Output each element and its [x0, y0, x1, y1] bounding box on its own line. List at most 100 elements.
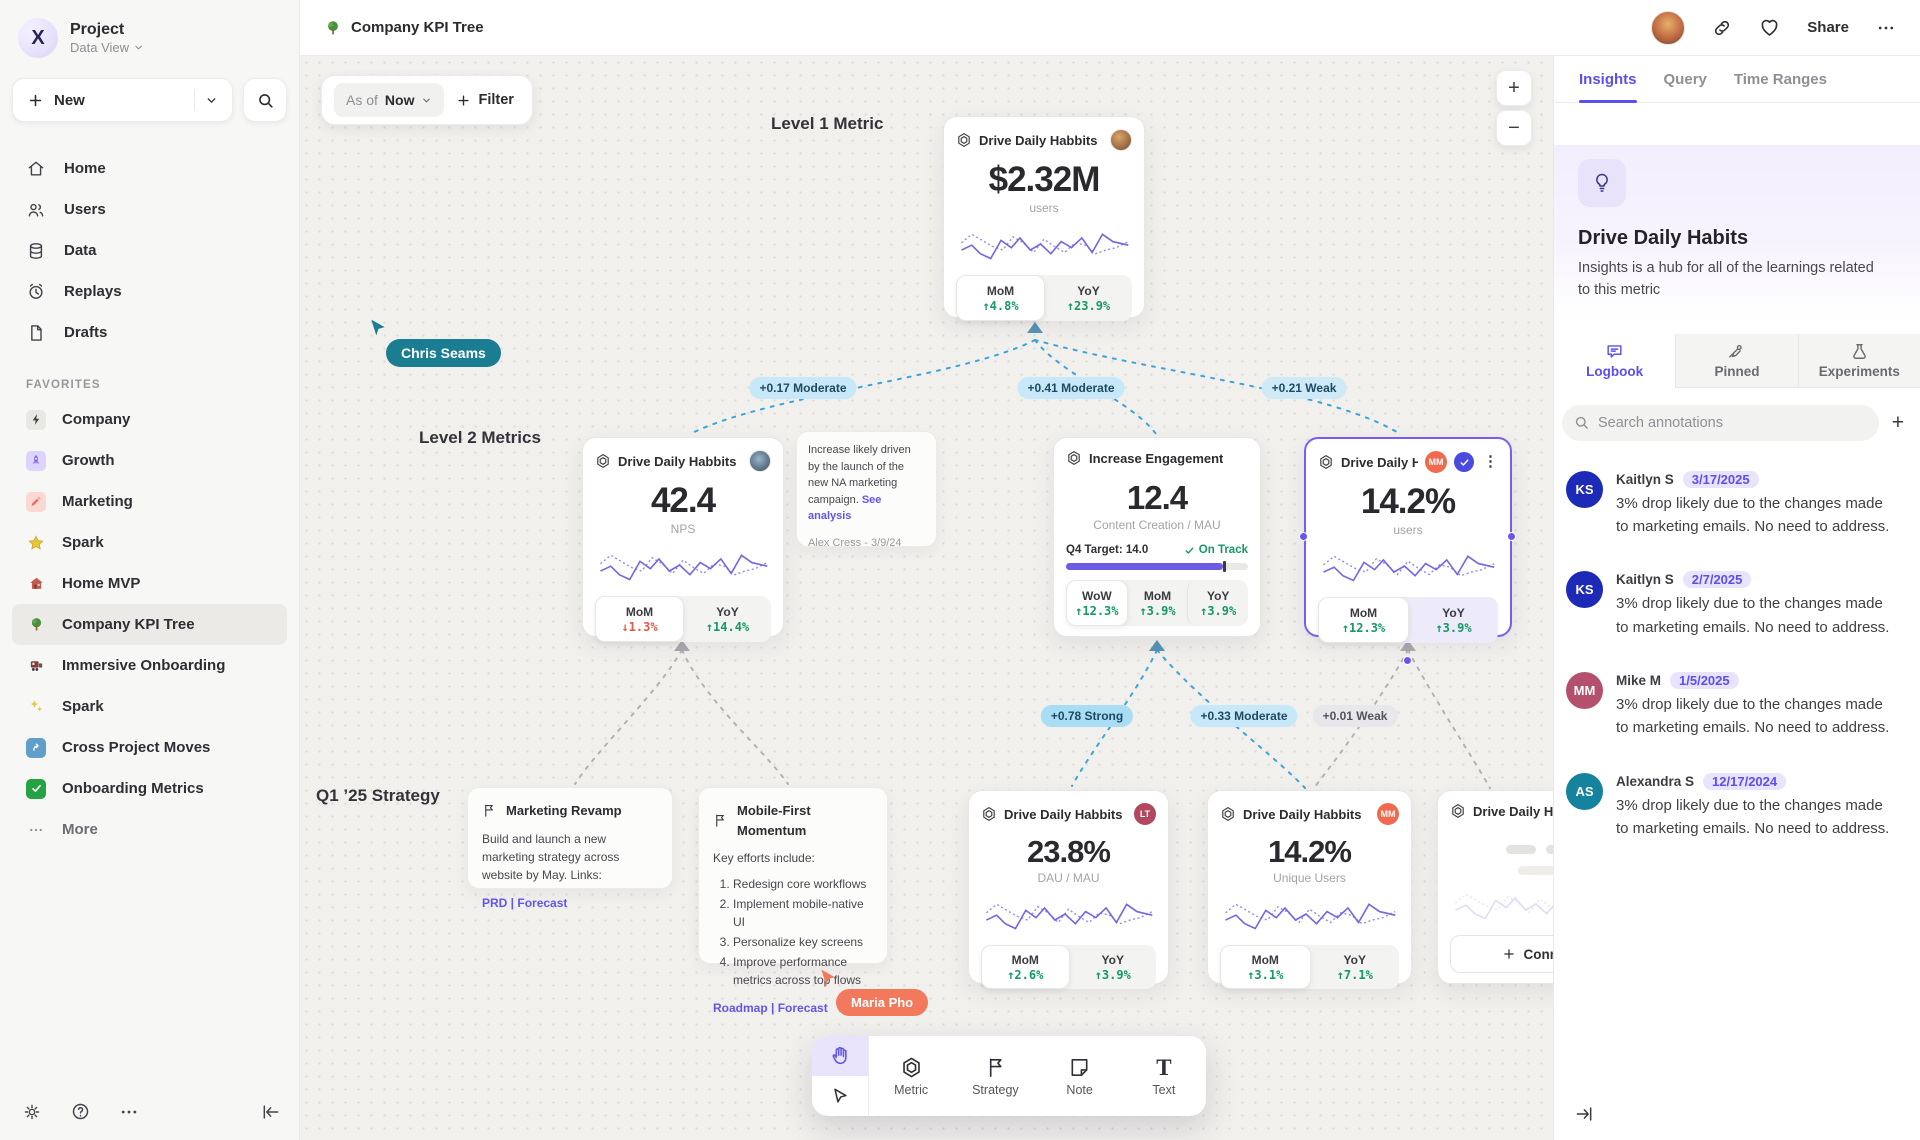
- collaborator-badge: MM: [1377, 803, 1399, 825]
- share-button[interactable]: Share: [1807, 19, 1849, 36]
- owner-avatar[interactable]: [1110, 129, 1132, 151]
- project-view-selector[interactable]: Data View: [70, 40, 144, 55]
- ellipsis-icon: [26, 820, 46, 840]
- stat-mom[interactable]: MoM ↑2.6%: [981, 945, 1070, 989]
- connect-button[interactable]: Connect: [1450, 935, 1553, 973]
- annotation-item[interactable]: KS Kaitlyn S 3/17/2025 3% drop likely du…: [1566, 470, 1902, 539]
- note-tool[interactable]: Note: [1038, 1036, 1122, 1116]
- project-switcher[interactable]: X Project Data View: [12, 16, 287, 60]
- sidebar-item-data[interactable]: Data: [12, 230, 287, 271]
- search-button[interactable]: [243, 78, 287, 122]
- tab-time-ranges[interactable]: Time Ranges: [1733, 70, 1827, 88]
- sidebar-item-growth[interactable]: Growth: [12, 440, 287, 481]
- stat-mom[interactable]: MoM ↑3.9%: [1139, 588, 1176, 618]
- strategy-card-mobile-first-momentum[interactable]: Mobile-First Momentum Key efforts includ…: [698, 787, 888, 1015]
- sidebar-item-company-kpi-tree[interactable]: Company KPI Tree: [12, 604, 287, 645]
- stat-yoy[interactable]: YoY ↑23.9%: [1066, 283, 1111, 313]
- sidebar-item-spark-2[interactable]: Spark: [12, 686, 287, 727]
- sidebar-item-home[interactable]: Home: [12, 148, 287, 189]
- strategy-tool[interactable]: Strategy: [953, 1036, 1037, 1116]
- help-icon[interactable]: [70, 1101, 91, 1122]
- stat-yoy[interactable]: YoY ↑3.9%: [1094, 952, 1131, 982]
- chevron-down-icon[interactable]: [205, 94, 218, 107]
- copy-link-icon[interactable]: [1712, 18, 1732, 38]
- metric-card-drive-daily-habits-l1[interactable]: Drive Daily Habbits $2.32M users MoM ↑4.…: [943, 116, 1145, 321]
- tab-pinned[interactable]: Pinned: [1675, 333, 1798, 388]
- stat-mom[interactable]: MoM ↑12.3%: [1318, 597, 1409, 643]
- favorite-heart-icon[interactable]: [1759, 17, 1780, 38]
- stat-yoy[interactable]: YoY ↑3.9%: [1435, 605, 1472, 635]
- tab-experiments[interactable]: Experiments: [1797, 333, 1920, 388]
- new-button[interactable]: New: [12, 78, 233, 122]
- stat-mom[interactable]: MoM ↑3.1%: [1220, 945, 1311, 989]
- stat-yoy[interactable]: YoY ↑3.9%: [1187, 580, 1248, 626]
- sidebar-item-users[interactable]: Users: [12, 189, 287, 230]
- search-annotations-input[interactable]: [1562, 404, 1879, 441]
- marketing-icon: [26, 491, 46, 512]
- replay-clock-icon: [29, 283, 43, 299]
- annotation-search[interactable]: [1562, 404, 1879, 441]
- hand-tool[interactable]: [812, 1036, 868, 1076]
- metric-card-unconnected[interactable]: Drive Daily Habbits Connect: [1437, 790, 1553, 984]
- tab-query[interactable]: Query: [1663, 70, 1707, 88]
- tab-insights[interactable]: Insights: [1579, 56, 1637, 103]
- more-options-icon[interactable]: [119, 1102, 139, 1122]
- filter-button[interactable]: Filter: [456, 92, 519, 108]
- stat-mom[interactable]: MoM ↓1.3%: [595, 596, 684, 642]
- avatar: AS: [1566, 772, 1603, 810]
- zoom-out-button[interactable]: −: [1496, 110, 1532, 146]
- annotation-item[interactable]: MM Mike M 1/5/2025 3% drop likely due to…: [1566, 672, 1902, 740]
- metric-card-unique-users[interactable]: Drive Daily Habbits MM 14.2% Unique User…: [1207, 790, 1412, 989]
- stat-wow[interactable]: WoW ↑12.3%: [1066, 580, 1128, 626]
- metric-card-drive-daily-habits-selected[interactable]: Drive Daily Habb.. MM ⋮ 14.2% users MoM …: [1304, 437, 1512, 643]
- sidebar-item-replays[interactable]: Replays: [12, 271, 287, 312]
- sidebar-item-marketing[interactable]: Marketing: [12, 481, 287, 522]
- add-annotation-button[interactable]: +: [1891, 411, 1904, 434]
- sidebar-item-drafts[interactable]: Drafts: [12, 312, 287, 353]
- stat-mom[interactable]: MoM ↑4.8%: [956, 275, 1045, 321]
- sidebar-item-more[interactable]: More: [12, 809, 287, 850]
- kpi-tree-canvas[interactable]: As of Now Filter + − Level 1 Metric Leve…: [300, 56, 1553, 1140]
- user-avatar[interactable]: [1651, 10, 1686, 45]
- metric-tool[interactable]: Metric: [869, 1036, 953, 1116]
- tab-logbook[interactable]: Logbook: [1554, 333, 1676, 388]
- insights-description: Insights is a hub for all of the learnin…: [1578, 260, 1874, 298]
- strategy-links[interactable]: Roadmap | Forecast: [713, 1001, 828, 1015]
- strategy-links[interactable]: PRD | Forecast: [482, 895, 568, 910]
- card-menu-icon[interactable]: ⋮: [1483, 453, 1498, 470]
- sidebar-item-company[interactable]: Company: [12, 399, 287, 440]
- text-tool[interactable]: T Text: [1152, 1054, 1176, 1097]
- sidebar-item-immersive-onboarding[interactable]: Immersive Onboarding: [12, 645, 287, 686]
- sidebar-item-cross-project-moves[interactable]: Cross Project Moves: [12, 727, 287, 768]
- as-of-selector[interactable]: As of Now: [334, 83, 445, 117]
- sparkline-chart: [1452, 881, 1553, 927]
- zoom-in-button[interactable]: +: [1496, 70, 1532, 106]
- sidebar-item-home-mvp[interactable]: Home MVP: [12, 563, 287, 604]
- collapse-sidebar-icon[interactable]: [261, 1102, 281, 1122]
- annotation-item[interactable]: AS Alexandra S 12/17/2024 3% drop likely…: [1566, 772, 1902, 841]
- select-tool[interactable]: [812, 1076, 868, 1116]
- owner-avatar[interactable]: [749, 450, 771, 472]
- strategy-card-marketing-revamp[interactable]: Marketing Revamp Build and launch a new …: [467, 787, 673, 910]
- stat-yoy[interactable]: YoY ↑7.1%: [1336, 952, 1373, 982]
- sidebar-item-spark[interactable]: Spark: [12, 522, 287, 563]
- settings-gear-icon[interactable]: [22, 1102, 42, 1122]
- annotation-item[interactable]: KS Kaitlyn S 2/7/2025 3% drop likely due…: [1566, 571, 1902, 639]
- metric-target-icon: [958, 133, 970, 147]
- selection-handle[interactable]: [1507, 532, 1516, 541]
- curved-arrow-icon: [26, 737, 46, 758]
- overflow-menu-icon[interactable]: [1876, 18, 1896, 38]
- insights-metric-title: Drive Daily Habits: [1578, 227, 1749, 249]
- metric-card-increase-engagement[interactable]: Increase Engagement 12.4 Content Creatio…: [1053, 437, 1261, 637]
- stat-yoy[interactable]: YoY ↑14.4%: [705, 604, 750, 634]
- metric-card-drive-daily-habits-nps[interactable]: Drive Daily Habbits 42.4 NPS MoM ↓1.3% Y…: [582, 437, 784, 642]
- collapse-panel-icon[interactable]: [1574, 1104, 1594, 1124]
- selection-handle[interactable]: [1403, 656, 1412, 665]
- favorite-label: Company KPI Tree: [62, 616, 195, 633]
- metric-card-dau-mau[interactable]: Drive Daily Habbits LT 23.8% DAU / MAU M…: [968, 790, 1169, 989]
- check-icon: [1185, 547, 1194, 554]
- see-analysis-link[interactable]: See analysis: [808, 493, 882, 523]
- annotation-note-card[interactable]: Increase likely driven by the launch of …: [796, 431, 937, 549]
- selection-handle[interactable]: [1299, 532, 1308, 541]
- sidebar-item-onboarding-metrics[interactable]: Onboarding Metrics: [12, 768, 287, 809]
